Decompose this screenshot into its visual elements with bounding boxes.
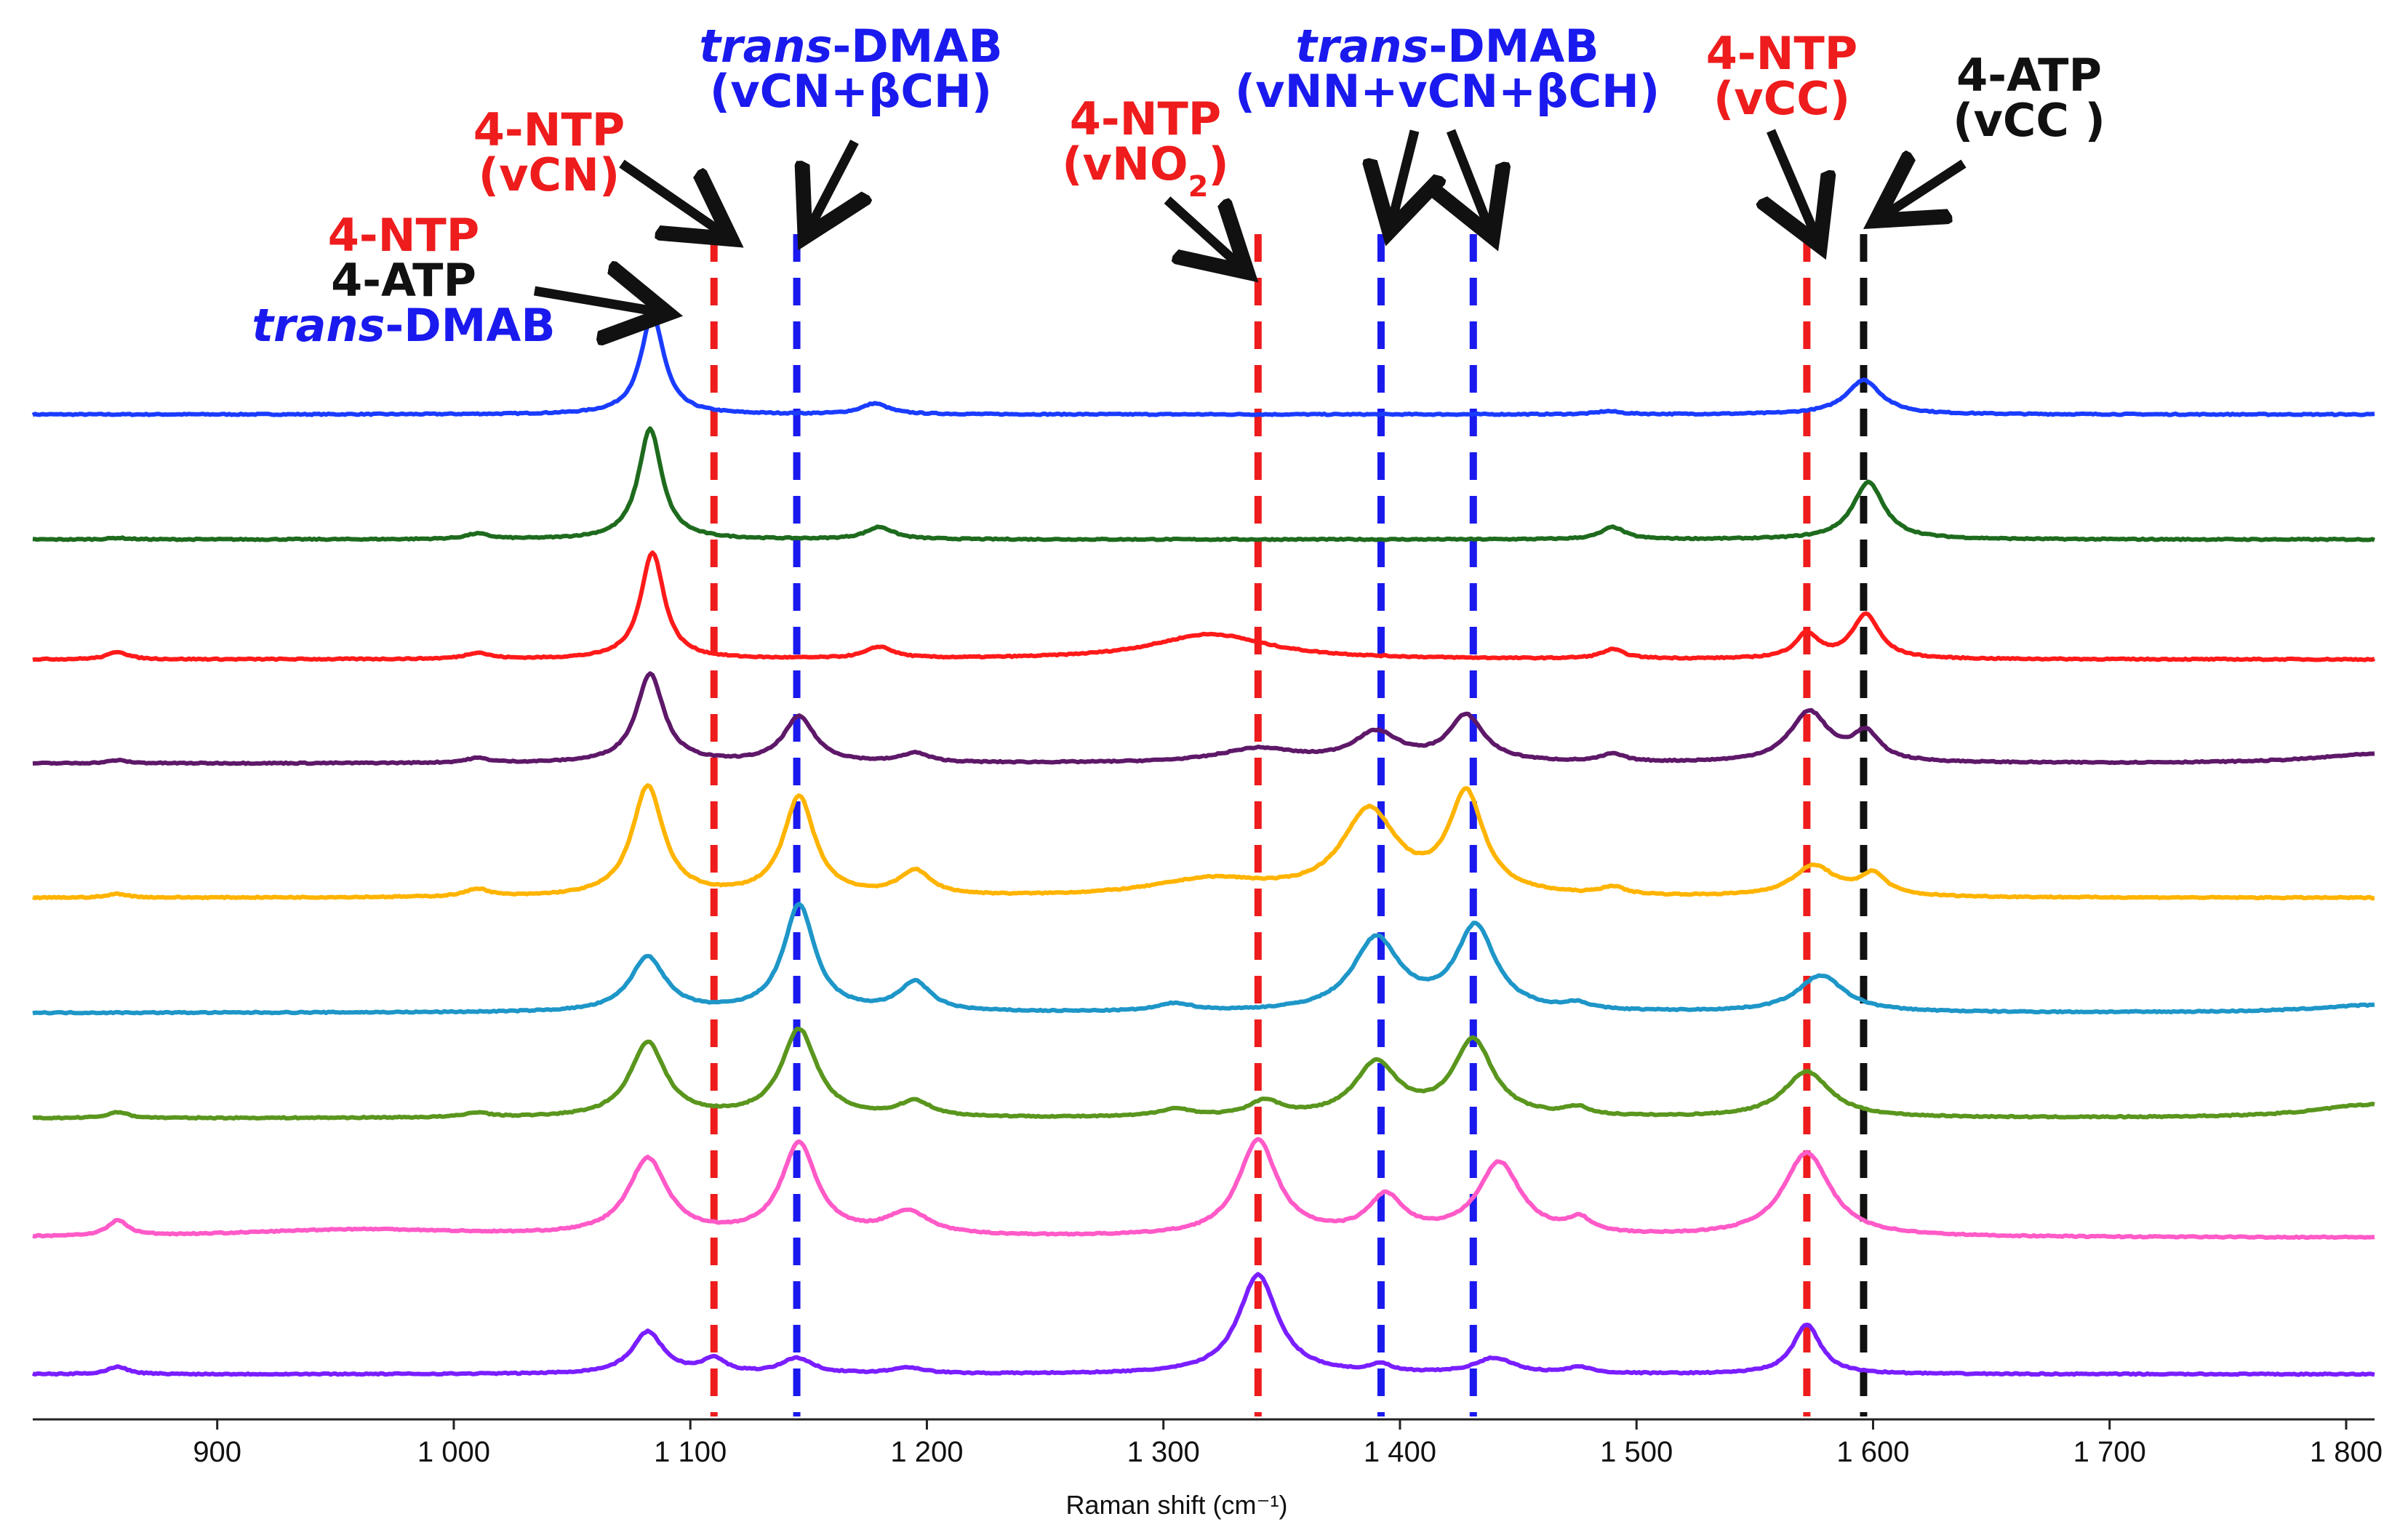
annotation-segment: -DMAB xyxy=(832,20,1002,73)
x-axis-ticks: 900 1 000 1 100 1 200 1 300 1 400 1 500 1 600 1 … xyxy=(193,1419,2383,1468)
annotation-label: 4-ATP xyxy=(1956,49,2102,102)
x-tick-label: 1 000 xyxy=(417,1436,490,1468)
annotation-label: 4-NTP xyxy=(473,103,625,156)
annotation-arrow xyxy=(1451,129,1491,233)
annotation-5: trans-DMAB(vNN+vCN+βCH) xyxy=(1235,20,1660,233)
annotation-label: (vCN+βCH) xyxy=(710,65,992,118)
annotation-arrow xyxy=(1880,164,1967,218)
x-tick-label: 1 600 xyxy=(1836,1436,1909,1468)
series-line-spectrum-9 xyxy=(31,1272,2375,1377)
annotation-label: 4-NTP xyxy=(1070,92,1222,145)
annotation-segment: trans xyxy=(1295,20,1428,73)
series-line-spectrum-8 xyxy=(32,1137,2375,1241)
reference-lines xyxy=(710,234,1868,1416)
spectra-series xyxy=(31,313,2376,1377)
annotation-segment: 4-NTP xyxy=(1706,27,1858,80)
annotation-arrow xyxy=(807,140,855,233)
annotation-label: 4-NTP xyxy=(328,209,480,262)
series-line-spectrum-4 xyxy=(32,671,2375,766)
series-line-spectrum-3 xyxy=(32,550,2376,662)
annotation-segment: 4-NTP xyxy=(1070,92,1222,145)
annotation-segment: 4-ATP xyxy=(331,254,476,307)
annotation-segment: 4-NTP xyxy=(473,103,625,156)
x-tick-label: 1 300 xyxy=(1127,1436,1200,1468)
annotation-4: 4-NTP(vNO2) xyxy=(1062,92,1244,269)
series-line-spectrum-2 xyxy=(32,426,2375,542)
annotation-segment: (vCC) xyxy=(1713,72,1850,125)
annotation-label: 4-NTP xyxy=(1706,27,1858,80)
annotation-7: 4-ATP(vCC ) xyxy=(1880,49,2105,218)
annotation-segment: 4-NTP xyxy=(328,209,480,262)
x-tick-label: 1 200 xyxy=(890,1436,963,1468)
series-line-spectrum-7 xyxy=(32,1027,2375,1121)
annotation-label: trans-DMAB xyxy=(252,299,555,352)
annotation-segment: (vNO xyxy=(1062,137,1188,191)
annotation-3: trans-DMAB(vCN+βCH) xyxy=(699,20,1003,233)
x-tick-label: 1 700 xyxy=(2073,1436,2146,1468)
annotation-segment: (vCN+βCH) xyxy=(710,65,992,118)
annotation-label: (vNN+vCN+βCH) xyxy=(1235,65,1660,118)
annotation-arrow xyxy=(1391,129,1415,227)
annotation-label: 4-ATP xyxy=(331,254,476,307)
annotation-arrow xyxy=(619,159,727,236)
annotation-label: (vCC) xyxy=(1713,72,1850,125)
annotation-segment: ) xyxy=(1208,137,1228,191)
peak-annotations: 4-NTP4-ATPtrans-DMAB4-NTP(vCN)trans-DMAB… xyxy=(252,20,2105,352)
series-line-spectrum-6 xyxy=(32,902,2375,1016)
series-line-spectrum-1 xyxy=(31,313,2375,417)
annotation-segment: -DMAB xyxy=(1428,20,1599,73)
annotation-segment: (vCN) xyxy=(479,148,620,201)
annotation-label: (vNO2) xyxy=(1062,137,1229,204)
x-tick-label: 1 400 xyxy=(1364,1436,1436,1468)
x-tick-label: 1 800 xyxy=(2310,1436,2383,1468)
annotation-segment: 4-ATP xyxy=(1956,49,2102,102)
annotation-arrow xyxy=(1164,196,1244,269)
annotation-label: (vCC ) xyxy=(1953,94,2105,147)
annotation-2: 4-NTP(vCN) xyxy=(473,103,727,236)
annotation-arrow xyxy=(1771,129,1818,241)
x-tick-label: 1 100 xyxy=(654,1436,727,1468)
annotation-label: trans-DMAB xyxy=(1295,20,1599,73)
annotation-segment: 2 xyxy=(1188,170,1209,204)
annotation-label: trans-DMAB xyxy=(699,20,1002,73)
annotation-segment: (vNN+vCN+βCH) xyxy=(1235,65,1660,118)
annotation-segment: (vCC ) xyxy=(1953,94,2105,147)
x-tick-label: 1 500 xyxy=(1600,1436,1673,1468)
x-axis-title: Raman shift (cm⁻¹) xyxy=(1065,1490,1287,1520)
annotation-segment: -DMAB xyxy=(385,299,555,352)
series-line-spectrum-5 xyxy=(32,783,2375,901)
annotation-6: 4-NTP(vCC) xyxy=(1706,27,1858,241)
x-tick-label: 900 xyxy=(193,1436,241,1468)
annotation-arrow xyxy=(533,291,663,313)
annotation-label: (vCN) xyxy=(479,148,620,201)
annotation-segment: trans xyxy=(699,20,832,73)
annotation-segment: trans xyxy=(252,299,385,352)
